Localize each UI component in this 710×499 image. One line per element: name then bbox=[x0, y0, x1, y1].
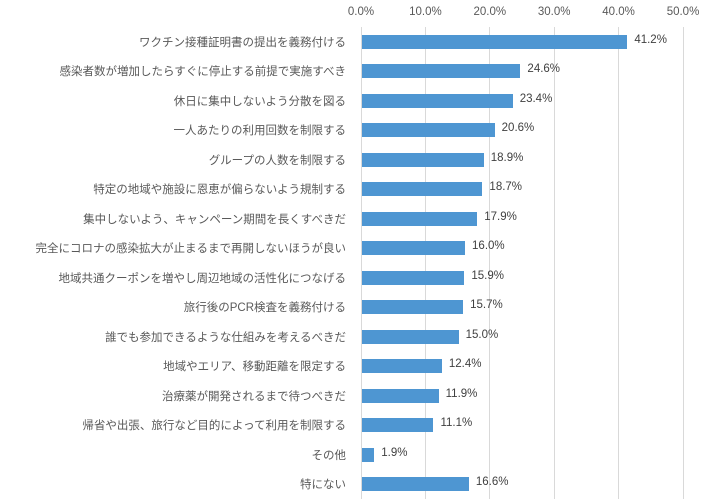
category-label: 感染者数が増加したらすぐに停止する前提で実施すべき bbox=[59, 66, 346, 79]
bar-10 bbox=[362, 300, 464, 315]
bar-16 bbox=[362, 477, 469, 492]
value-label: 18.7% bbox=[489, 181, 523, 194]
bar-13 bbox=[362, 388, 439, 403]
value-label: 11.9% bbox=[445, 387, 478, 400]
gridline-20.0% bbox=[489, 27, 491, 499]
bar-15 bbox=[362, 447, 375, 462]
x-axis-tick-label: 0.0% bbox=[347, 6, 375, 18]
value-label: 16.6% bbox=[475, 476, 509, 489]
bar-11 bbox=[362, 329, 459, 344]
gridline-10.0% bbox=[424, 27, 426, 499]
bar-7 bbox=[362, 211, 478, 226]
category-label: 特にない bbox=[300, 479, 346, 492]
value-label: 17.9% bbox=[484, 210, 517, 223]
category-label: 一人あたりの利用回数を制限する bbox=[173, 125, 347, 138]
x-axis-tick-label: 50.0% bbox=[666, 6, 700, 18]
value-label: 15.9% bbox=[471, 269, 504, 282]
category-label: 旅行後のPCR検査を義務付ける bbox=[183, 302, 346, 315]
bar-8 bbox=[362, 241, 466, 256]
bar-6 bbox=[362, 182, 483, 197]
value-label: 23.4% bbox=[519, 92, 553, 105]
category-label: 集中しないよう、キャンペーン期間を長くすべきだ bbox=[83, 213, 346, 226]
value-label: 18.9% bbox=[490, 151, 524, 164]
value-label: 15.7% bbox=[470, 299, 503, 312]
category-label: ワクチン接種証明書の提出を義務付ける bbox=[139, 36, 346, 49]
x-axis-tick-label: 40.0% bbox=[602, 6, 635, 18]
bar-1 bbox=[362, 34, 628, 49]
x-axis-tick-label: 20.0% bbox=[473, 6, 507, 18]
category-label: グループの人数を制限する bbox=[208, 154, 346, 167]
gridline-50.0% bbox=[682, 27, 684, 499]
value-label: 24.6% bbox=[527, 63, 561, 76]
category-label: 完全にコロナの感染拡大が止まるまで再開しないほうが良い bbox=[35, 243, 347, 256]
x-axis-tick-label: 30.0% bbox=[537, 6, 571, 18]
gridline-0.0% bbox=[360, 27, 362, 499]
x-axis-tick-label: 10.0% bbox=[409, 6, 442, 18]
category-label: その他 bbox=[311, 449, 347, 462]
gridline-40.0% bbox=[618, 27, 620, 499]
bar-12 bbox=[362, 359, 442, 374]
value-label: 15.0% bbox=[465, 328, 499, 341]
bar-5 bbox=[362, 152, 484, 167]
bar-14 bbox=[362, 418, 434, 433]
category-label: 帰省や出張、旅行など目的によって利用を制限する bbox=[82, 420, 346, 433]
bar-9 bbox=[362, 270, 465, 285]
category-label: 特定の地域や施設に恩恵が偏らないよう規制する bbox=[93, 184, 346, 197]
category-label: 地域共通クーポンを増やし周辺地域の活性化につなげる bbox=[58, 272, 347, 285]
bar-3 bbox=[362, 93, 513, 108]
bar-2 bbox=[362, 64, 521, 79]
gridline-30.0% bbox=[553, 27, 555, 499]
value-label: 20.6% bbox=[501, 122, 535, 135]
value-label: 12.4% bbox=[448, 358, 482, 371]
category-label: 休日に集中しないよう分散を図る bbox=[173, 95, 346, 108]
value-label: 11.1% bbox=[440, 417, 473, 430]
value-label: 41.2% bbox=[634, 33, 667, 46]
category-label: 誰でも参加できるような仕組みを考えるべきだ bbox=[105, 331, 346, 344]
value-label: 1.9% bbox=[381, 446, 408, 459]
category-label: 治療薬が開発されるまで待つべきだ bbox=[162, 390, 346, 403]
value-label: 16.0% bbox=[472, 240, 505, 253]
category-label: 地域やエリア、移動距離を限定する bbox=[163, 361, 346, 374]
bar-4 bbox=[362, 123, 495, 138]
